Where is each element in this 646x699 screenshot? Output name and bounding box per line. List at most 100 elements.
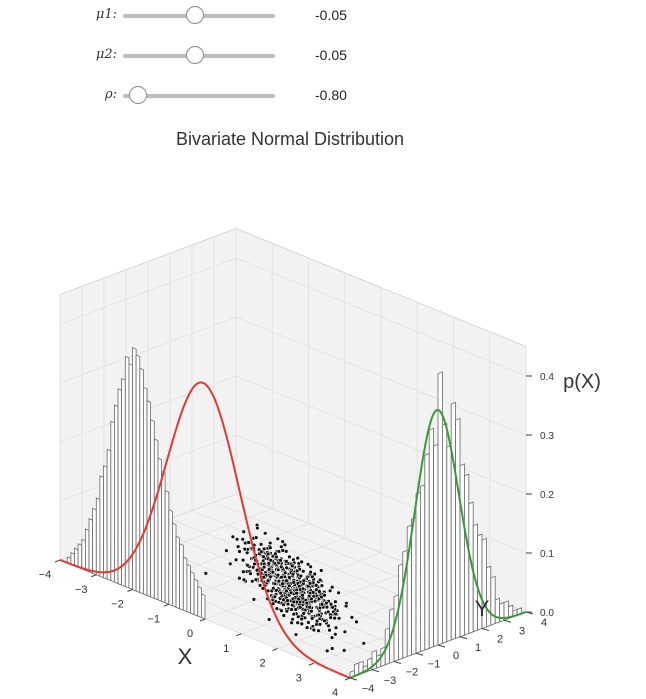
- scatter-point: [241, 577, 247, 582]
- scatter-point: [309, 608, 314, 614]
- scatter-point: [268, 545, 273, 550]
- scatter-point: [336, 616, 342, 621]
- scatter-point: [330, 646, 335, 651]
- histogram-bar: [103, 465, 108, 580]
- histogram-bar: [153, 438, 159, 601]
- scatter-point: [314, 582, 319, 588]
- z-tick-label: 0.0: [540, 608, 554, 619]
- scatter-point: [343, 603, 349, 609]
- slider-label: μ2:: [95, 47, 117, 62]
- z-tick-label: 0.2: [540, 490, 554, 501]
- scatter-point: [304, 625, 310, 630]
- scatter-point: [235, 544, 241, 549]
- histogram-bar: [393, 594, 399, 663]
- y-tick: [415, 652, 424, 656]
- slider-value: -0.05: [315, 7, 347, 23]
- scatter-point: [324, 600, 329, 606]
- x-density-curve: [59, 381, 351, 679]
- histogram-bar: [164, 490, 170, 605]
- scatter-point: [237, 575, 242, 581]
- slider-thumb[interactable]: [186, 46, 205, 64]
- scatter-point: [312, 571, 317, 577]
- slider-row: μ2: -0.05: [0, 44, 646, 68]
- x-tick: [344, 677, 351, 681]
- left-gridline: [59, 316, 237, 384]
- scatter-point: [280, 539, 285, 544]
- histogram-bar: [171, 522, 177, 608]
- scatter-point: [254, 535, 259, 540]
- scatter-point: [278, 590, 283, 596]
- x-tick: [163, 603, 169, 607]
- slider-track[interactable]: [123, 94, 275, 98]
- scatter-point: [268, 557, 273, 563]
- scatter-point: [289, 620, 294, 625]
- scatter-point: [316, 612, 322, 617]
- x-tick: [272, 648, 278, 651]
- histogram-bar: [88, 518, 93, 574]
- scatter-point: [305, 562, 311, 567]
- scatter-point: [327, 627, 332, 633]
- x-tick: [236, 633, 242, 637]
- scatter-point: [252, 561, 257, 567]
- histogram-bar: [494, 597, 501, 625]
- scatter-point: [253, 577, 259, 582]
- scatter-point: [322, 618, 327, 623]
- x-tick-label: 0: [187, 628, 193, 640]
- histogram-bar: [186, 563, 191, 614]
- scatter-point: [301, 611, 306, 616]
- scatter-point: [330, 584, 335, 590]
- scatter-point: [333, 611, 338, 617]
- histogram-bar: [190, 571, 195, 616]
- histogram-bar: [99, 475, 104, 579]
- scatter-point: [241, 529, 246, 534]
- z-tick-label: 0.4: [540, 372, 554, 383]
- scatter-point: [287, 575, 292, 580]
- y-tick-label: −4: [362, 683, 375, 695]
- slider-thumb[interactable]: [186, 6, 205, 24]
- scatter-point: [310, 616, 315, 621]
- slider-row: μ1: -0.05: [0, 4, 646, 28]
- z-axis-label: p(X): [563, 371, 601, 393]
- x-tick: [308, 662, 314, 666]
- scatter-point: [342, 648, 347, 653]
- scatter-point: [298, 573, 303, 579]
- scatter-point: [296, 596, 301, 602]
- scatter-point: [301, 578, 306, 583]
- x-marginal-bars: [66, 347, 206, 620]
- scatter-point: [245, 550, 250, 555]
- histogram-bar: [157, 457, 162, 602]
- histogram-bar: [446, 444, 452, 643]
- scatter-point: [245, 562, 250, 568]
- histogram-bar: [477, 533, 483, 631]
- scatter-point: [295, 555, 300, 561]
- scatter-point: [255, 525, 260, 531]
- scatter-point: [272, 581, 278, 586]
- scatter-point: [314, 618, 320, 624]
- histogram-bar: [193, 578, 199, 617]
- histogram-bar: [182, 556, 188, 613]
- scatter-point: [290, 563, 295, 569]
- scatter-point: [304, 600, 309, 606]
- scatter-point: [361, 641, 366, 646]
- histogram-bar: [92, 507, 97, 576]
- slider-value: -0.80: [315, 87, 347, 103]
- scatter-point: [325, 648, 330, 654]
- scatter-point: [284, 559, 289, 564]
- scatter-point: [240, 537, 245, 542]
- histogram-bar: [419, 484, 426, 653]
- left-gridline: [59, 257, 237, 325]
- scatter-point: [332, 615, 337, 621]
- y-tick: [459, 636, 468, 640]
- histogram-bar: [459, 463, 465, 638]
- z-tick-label: 0.3: [540, 431, 554, 442]
- scatter-point: [307, 580, 313, 586]
- histogram-bar: [463, 473, 470, 636]
- slider-thumb[interactable]: [129, 86, 148, 104]
- scatter-point: [306, 620, 311, 625]
- scatter-point: [258, 542, 264, 547]
- x-axis-label: X: [178, 644, 193, 669]
- y-tick: [349, 677, 358, 681]
- chart-title: Bivariate Normal Distribution: [175, 129, 405, 149]
- histogram-bar: [397, 563, 404, 661]
